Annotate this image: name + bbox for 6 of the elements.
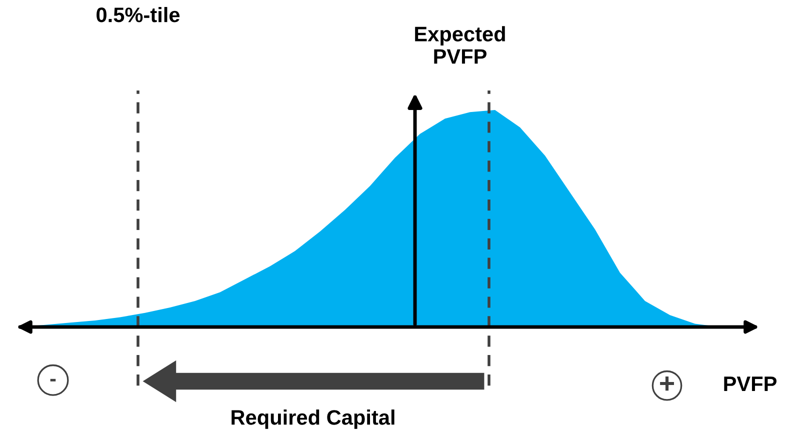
x-axis-title: PVFP <box>724 376 776 391</box>
text: 0.5%-tile <box>96 6 180 22</box>
text: - <box>50 378 56 382</box>
text: + <box>660 376 674 391</box>
text: Expected PVFP <box>415 26 505 64</box>
text: Required Capital <box>232 410 394 429</box>
